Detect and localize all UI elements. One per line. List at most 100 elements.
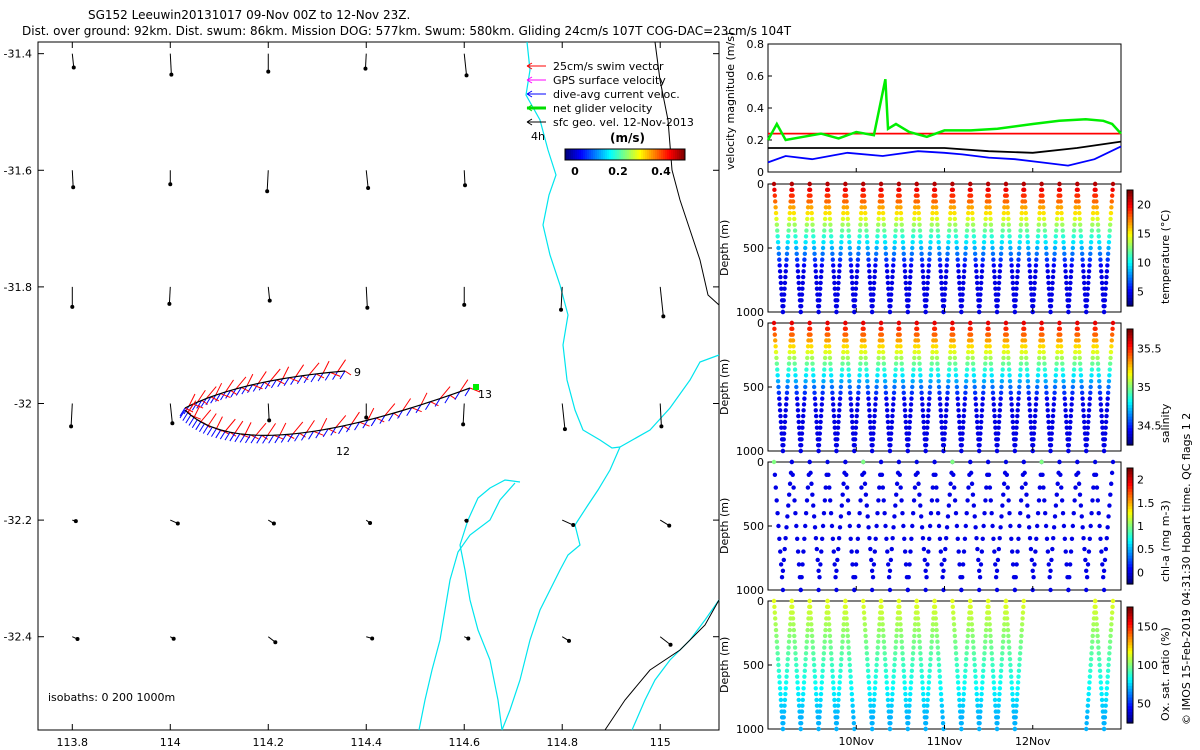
depth-sample-point	[773, 485, 778, 490]
depth-sample-point	[923, 448, 928, 454]
depth-sample-point	[911, 645, 916, 650]
depth-sample-point	[937, 396, 943, 401]
depth-sample-point	[1016, 396, 1021, 401]
depth-sample-point	[847, 384, 853, 390]
depth-sample-point	[927, 674, 932, 679]
depth-sample-point	[929, 355, 935, 361]
depth-sample-point	[844, 472, 849, 477]
depth-sample-point	[1045, 549, 1051, 554]
depth-sample-point	[950, 320, 955, 326]
depth-sample-point	[984, 485, 989, 490]
depth-sample-point	[787, 216, 792, 222]
depth-sample-point	[844, 205, 850, 210]
sfc-vector	[267, 403, 270, 421]
depth-sample-point	[1014, 419, 1020, 425]
colorbar-cell	[1127, 288, 1133, 293]
sfc-vector-head	[559, 307, 564, 312]
depth-sample-point	[1066, 303, 1072, 309]
colorbar-cell	[647, 149, 650, 160]
depth-sample-point	[1015, 680, 1021, 685]
depth-sample-point	[816, 720, 822, 726]
colorbar-tick-label: 35.5	[1137, 342, 1162, 355]
depth-sample-point	[942, 298, 947, 303]
depth-sample-point	[829, 662, 835, 668]
depth-sample-point	[920, 402, 925, 407]
depth-sample-point	[936, 234, 941, 239]
colorbar-cell	[1127, 398, 1133, 403]
sfc-vector-head	[571, 523, 576, 528]
depth-sample-point	[1086, 269, 1092, 274]
dive-current-vector	[287, 433, 294, 443]
colorbar-cell	[1127, 659, 1133, 663]
depth-sample-point	[816, 303, 822, 309]
depth-sample-point	[899, 645, 905, 650]
depth-sample-point	[800, 703, 805, 708]
depth-sample-point	[1068, 419, 1073, 425]
depth-sample-point	[1077, 222, 1083, 227]
depth-sample-point	[886, 286, 891, 291]
depth-sample-point	[784, 674, 789, 679]
depth-sample-point	[795, 680, 800, 685]
depth-sample-point	[872, 274, 877, 280]
depth-sample-point	[932, 320, 937, 326]
velocity-y-tick-label: 0.2	[747, 134, 765, 147]
depth-sample-point	[902, 263, 907, 268]
figure-subtitle: Dist. over ground: 92km. Dist. swum: 86k…	[22, 24, 792, 38]
depth-sample-point	[1110, 187, 1115, 193]
depth-sample-point	[1019, 485, 1025, 490]
depth-sample-point	[786, 492, 792, 497]
depth-sample-point	[1071, 234, 1076, 239]
depth-sample-point	[908, 686, 913, 691]
depth-sample-point	[882, 234, 887, 239]
depth-sample-point	[1067, 292, 1072, 297]
depth-sample-point	[1099, 549, 1104, 554]
depth-sample-point	[926, 269, 931, 274]
depth-sample-point	[1058, 193, 1063, 198]
depth-sample-point	[790, 326, 795, 332]
depth-sample-point	[858, 210, 864, 216]
depth-sample-point	[779, 425, 784, 430]
sfc-vector-head	[75, 637, 80, 642]
depth-sample-point	[818, 280, 823, 286]
depth-sample-point	[841, 481, 846, 486]
depth-sample-point	[773, 338, 778, 343]
depth-sample-point	[1006, 367, 1012, 372]
dive-current-vector	[370, 417, 377, 427]
dive-current-vector	[185, 414, 192, 424]
depth-sample-point	[1019, 355, 1024, 361]
depth-sample-point	[777, 536, 782, 541]
depth-sample-point	[826, 610, 831, 615]
depth-sample-point	[1043, 373, 1048, 378]
depth-sample-point	[1021, 598, 1026, 604]
depth-sample-point	[969, 616, 974, 621]
sfc-vector-head	[266, 69, 271, 74]
depth-sample-point	[921, 703, 927, 708]
depth-sample-point	[817, 715, 822, 720]
colorbar-cell	[1127, 555, 1133, 559]
depth-sample-point	[942, 557, 947, 563]
depth-sample-point	[859, 205, 864, 210]
depth-sample-point	[980, 674, 986, 679]
depth-sample-point	[871, 292, 876, 297]
depth-sample-point	[984, 344, 989, 349]
speed-colorbar: 0 0.2 0.4	[564, 148, 686, 178]
depth-sample-point	[861, 181, 866, 187]
colorbar-cell	[1127, 224, 1133, 229]
colorbar-tick-label: 2	[1137, 474, 1144, 487]
depth-sample-point	[903, 691, 908, 697]
depth-sample-point	[921, 280, 926, 286]
colorbar-cell	[605, 149, 608, 160]
depth-sample-point	[883, 251, 889, 257]
depth-sample-point	[1057, 326, 1063, 332]
depth-sample-point	[1057, 187, 1063, 193]
depth-sample-point	[1005, 627, 1011, 633]
depth-sample-point	[838, 390, 843, 396]
colorbar-cell	[1127, 624, 1133, 628]
depth-sample-point	[885, 549, 890, 554]
depth-sample-point	[799, 437, 804, 442]
depth-sample-point	[826, 344, 832, 349]
depth-sample-point	[850, 280, 855, 286]
depth-sample-point	[978, 709, 983, 714]
depth-sample-point	[837, 396, 843, 401]
